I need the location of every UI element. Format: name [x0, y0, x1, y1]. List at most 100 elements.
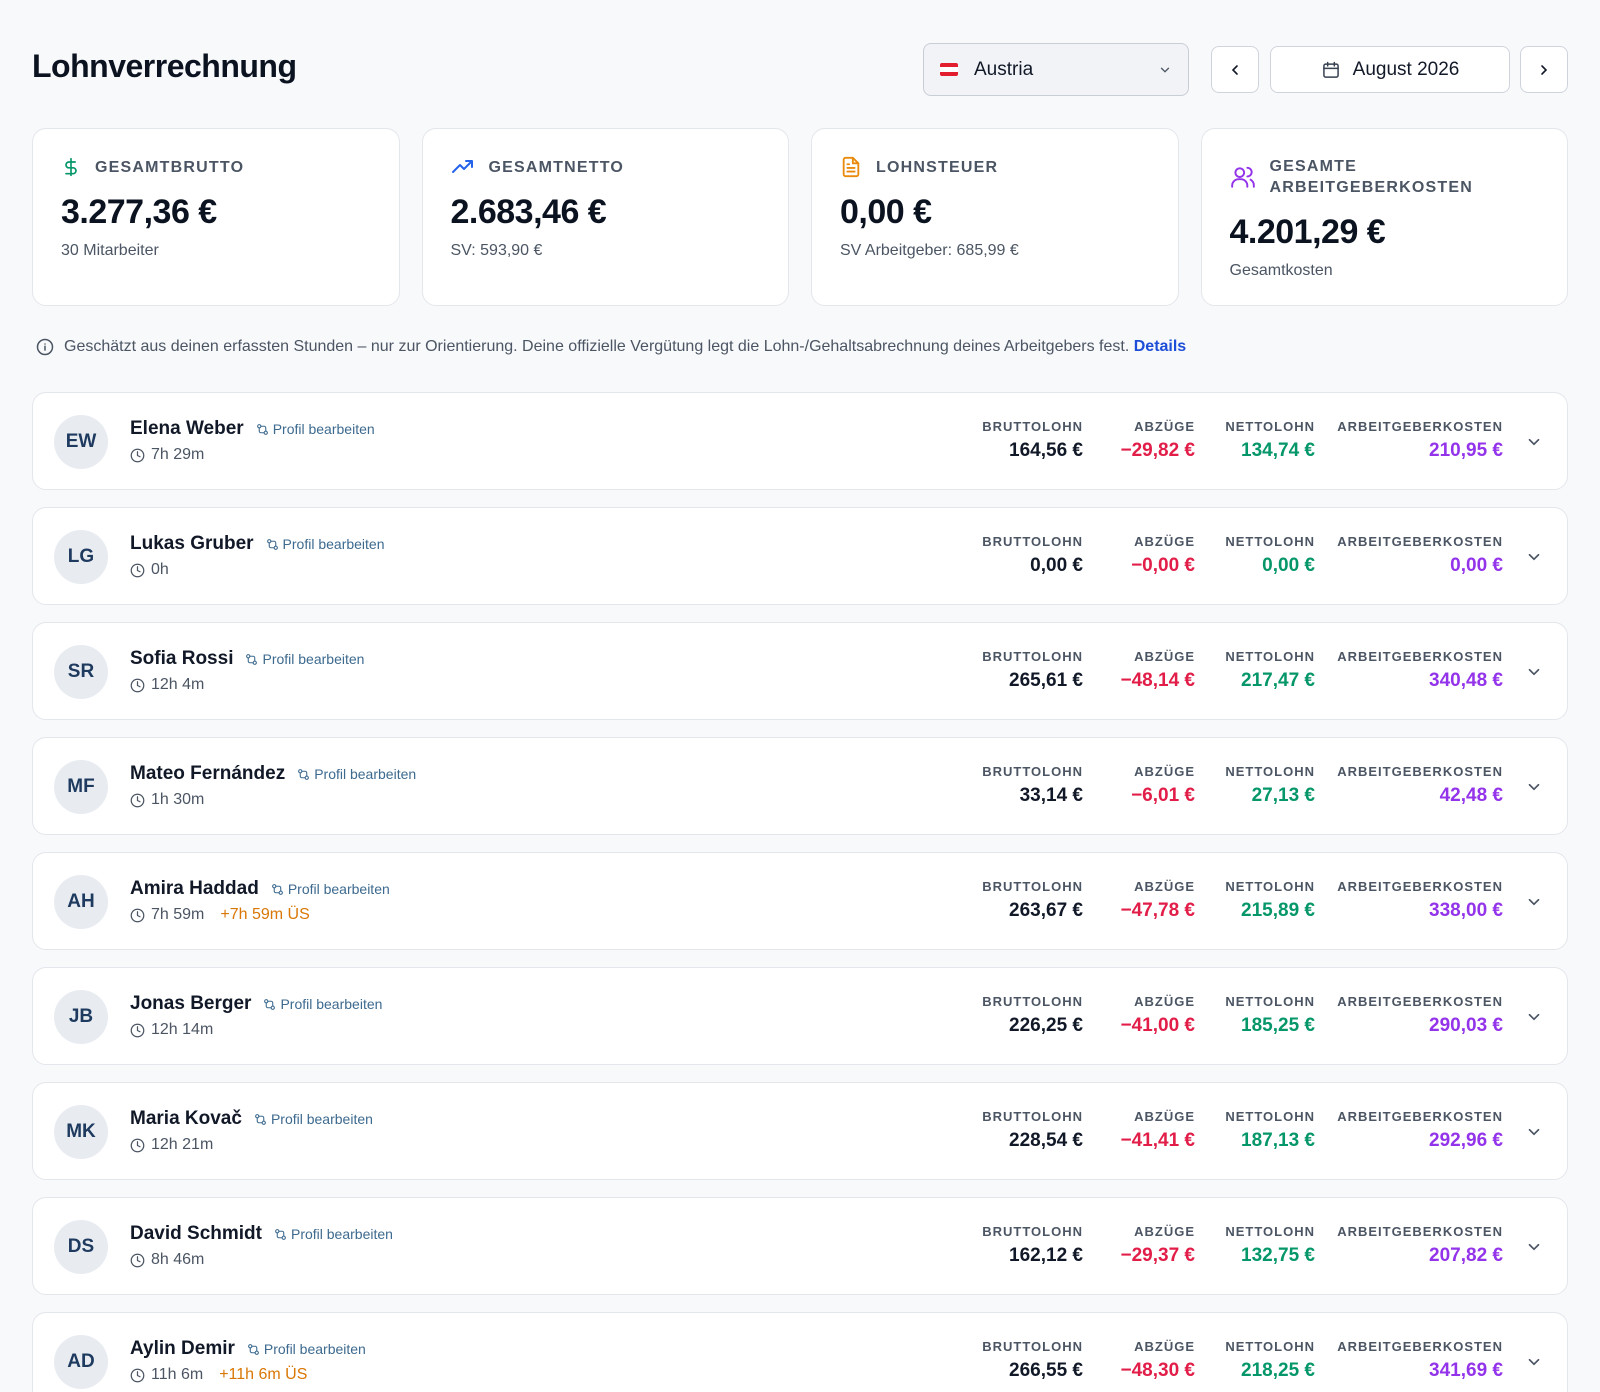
summary-card-title: Gesamte Arbeitgeberkosten — [1269, 158, 1474, 196]
gross-pay: BRUTTOLOHN 228,54 € — [982, 1109, 1083, 1152]
deductions-label: ABZÜGE — [1134, 1224, 1195, 1239]
employee-row[interactable]: LG Lukas Gruber Profil bearbeiten 0h BRU… — [32, 507, 1568, 605]
expand-row-chevron-icon[interactable] — [1525, 1008, 1543, 1026]
edit-profile-link[interactable]: Profil bearbeiten — [271, 881, 390, 897]
summary-card-subtitle: 30 Mitarbeiter — [61, 242, 159, 259]
summary-card-title: Gesamtbrutto — [95, 158, 245, 176]
employer-cost-value: 0,00 € — [1450, 555, 1503, 576]
avatar: EW — [54, 415, 108, 469]
net-pay-value: 218,25 € — [1241, 1360, 1315, 1381]
edit-profile-link[interactable]: Profil bearbeiten — [266, 536, 385, 552]
edit-profile-link[interactable]: Profil bearbeiten — [247, 1341, 366, 1357]
net-pay-label: NETTOLOHN — [1225, 994, 1315, 1009]
employee-row[interactable]: AH Amira Haddad Profil bearbeiten 7h 59m… — [32, 852, 1568, 950]
gross-pay-value: 33,14 € — [1019, 785, 1083, 806]
net-pay-value: 134,74 € — [1241, 440, 1315, 461]
gross-pay: BRUTTOLOHN 164,56 € — [982, 419, 1083, 462]
previous-month-button[interactable] — [1211, 46, 1259, 93]
gross-pay-label: BRUTTOLOHN — [982, 764, 1083, 779]
deductions-label: ABZÜGE — [1134, 534, 1195, 549]
summary-card-value: 3.277,36 € — [61, 193, 217, 231]
edit-profile-link[interactable]: Profil bearbeiten — [297, 766, 416, 782]
expand-row-chevron-icon[interactable] — [1525, 548, 1543, 566]
edit-profile-label: Profil bearbeiten — [272, 421, 375, 437]
avatar: MF — [54, 760, 108, 814]
employee-name: Amira Haddad — [130, 878, 259, 899]
expand-row-chevron-icon[interactable] — [1525, 1238, 1543, 1256]
employee-row[interactable]: DS David Schmidt Profil bearbeiten 8h 46… — [32, 1197, 1568, 1295]
net-pay-label: NETTOLOHN — [1225, 879, 1315, 894]
edit-profile-link[interactable]: Profil bearbeiten — [245, 651, 364, 667]
overtime-badge: +11h 6m ÜS — [219, 1366, 308, 1383]
expand-row-chevron-icon[interactable] — [1525, 433, 1543, 451]
expand-row-chevron-icon[interactable] — [1525, 1123, 1543, 1141]
edit-profile-link[interactable]: Profil bearbeiten — [254, 1111, 373, 1127]
page-title: Lohnverrechnung — [32, 48, 297, 84]
gross-pay: BRUTTOLOHN 0,00 € — [982, 534, 1083, 577]
employer-cost: ARBEITGEBERKOSTEN 0,00 € — [1337, 534, 1503, 577]
employee-row[interactable]: MK Maria Kovač Profil bearbeiten 12h 21m… — [32, 1082, 1568, 1180]
expand-row-chevron-icon[interactable] — [1525, 893, 1543, 911]
edit-profile-link[interactable]: Profil bearbeiten — [256, 421, 375, 437]
employee-row[interactable]: EW Elena Weber Profil bearbeiten 7h 29m … — [32, 392, 1568, 490]
gross-pay-value: 228,54 € — [1009, 1130, 1083, 1151]
estimate-notice: Geschätzt aus deinen erfassten Stunden –… — [36, 338, 1186, 356]
employer-cost-label: ARBEITGEBERKOSTEN — [1337, 1224, 1503, 1239]
employee-row[interactable]: SR Sofia Rossi Profil bearbeiten 12h 4m … — [32, 622, 1568, 720]
document-icon — [842, 156, 860, 178]
deductions: ABZÜGE −48,14 € — [1121, 649, 1196, 692]
employee-row[interactable]: MF Mateo Fernández Profil bearbeiten 1h … — [32, 737, 1568, 835]
employee-name: Aylin Demir — [130, 1338, 235, 1359]
deductions: ABZÜGE −29,82 € — [1121, 419, 1196, 462]
deductions-value: −41,00 € — [1120, 1015, 1196, 1036]
net-pay: NETTOLOHN 0,00 € — [1225, 534, 1315, 577]
month-picker-button[interactable]: August 2026 — [1270, 46, 1510, 93]
edit-profile-label: Profil bearbeiten — [280, 996, 383, 1012]
hours-worked: 0h — [151, 561, 169, 578]
clock-icon — [130, 563, 145, 577]
gross-pay: BRUTTOLOHN 162,12 € — [982, 1224, 1083, 1267]
country-select[interactable]: Austria — [923, 43, 1189, 96]
employer-cost: ARBEITGEBERKOSTEN 338,00 € — [1337, 879, 1503, 922]
avatar: JB — [54, 990, 108, 1044]
hours-worked: 12h 14m — [151, 1021, 214, 1038]
next-month-button[interactable] — [1520, 46, 1568, 93]
clock-icon — [130, 1253, 145, 1267]
country-select-value: Austria — [974, 58, 1034, 80]
clock-icon — [130, 448, 145, 462]
employer-cost-label: ARBEITGEBERKOSTEN — [1337, 534, 1503, 549]
details-link[interactable]: Details — [1133, 338, 1187, 355]
employer-cost-value: 210,95 € — [1429, 440, 1503, 461]
employee-row[interactable]: AD Aylin Demir Profil bearbeiten 11h 6m … — [32, 1312, 1568, 1392]
gross-pay-label: BRUTTOLOHN — [982, 1339, 1083, 1354]
summary-card-employer-cost: Gesamte Arbeitgeberkosten 4.201,29 € Ges… — [1200, 128, 1568, 306]
summary-card-title: Gesamtnetto — [488, 158, 625, 176]
overtime-badge: +7h 59m ÜS — [220, 906, 310, 923]
austria-flag-icon — [940, 63, 958, 76]
edit-profile-link[interactable]: Profil bearbeiten — [263, 996, 382, 1012]
employer-cost: ARBEITGEBERKOSTEN 340,48 € — [1337, 649, 1503, 692]
expand-row-chevron-icon[interactable] — [1525, 778, 1543, 796]
employee-name: Mateo Fernández — [130, 763, 286, 784]
edit-profile-link[interactable]: Profil bearbeiten — [274, 1226, 393, 1242]
expand-row-chevron-icon[interactable] — [1525, 1353, 1543, 1371]
net-pay-value: 185,25 € — [1241, 1015, 1315, 1036]
deductions-value: −48,14 € — [1120, 670, 1196, 691]
gross-pay: BRUTTOLOHN 265,61 € — [982, 649, 1083, 692]
edit-profile-icon — [271, 883, 283, 895]
gross-pay-label: BRUTTOLOHN — [982, 649, 1083, 664]
employer-cost-value: 292,96 € — [1429, 1130, 1503, 1151]
summary-card-net: Gesamtnetto 2.683,46 € SV: 593,90 € — [421, 128, 789, 306]
deductions: ABZÜGE −29,37 € — [1121, 1224, 1196, 1267]
expand-row-chevron-icon[interactable] — [1525, 663, 1543, 681]
chevron-down-icon — [1160, 67, 1170, 73]
avatar: LG — [54, 530, 108, 584]
employer-cost-label: ARBEITGEBERKOSTEN — [1337, 994, 1503, 1009]
summary-card-value: 2.683,46 € — [450, 193, 607, 231]
employee-name: Lukas Gruber — [130, 533, 254, 554]
employer-cost-label: ARBEITGEBERKOSTEN — [1337, 1339, 1503, 1354]
employee-row[interactable]: JB Jonas Berger Profil bearbeiten 12h 14… — [32, 967, 1568, 1065]
deductions-value: −47,78 € — [1120, 900, 1196, 921]
deductions-value: −29,82 € — [1120, 440, 1196, 461]
summary-card-value: 0,00 € — [840, 193, 932, 231]
